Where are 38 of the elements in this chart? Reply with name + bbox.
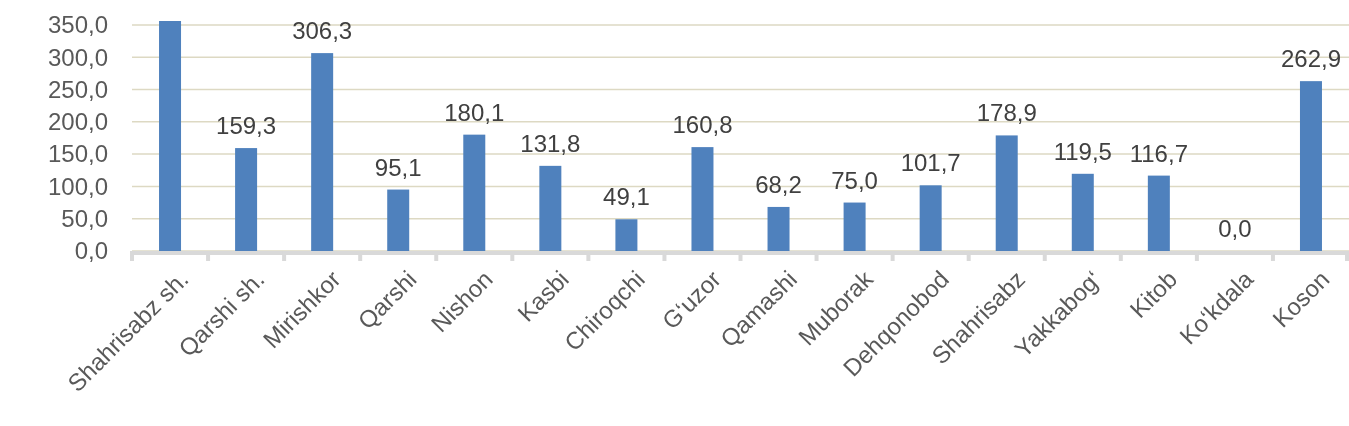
data-label: 306,3 [292, 17, 353, 45]
y-tick-label: 150,0 [47, 140, 108, 168]
data-label: 262,9 [1280, 45, 1341, 73]
bar [311, 53, 334, 251]
bar [995, 135, 1018, 251]
data-label: 68,2 [755, 170, 802, 198]
y-tick-label: 50,0 [61, 205, 108, 233]
data-label: 160,8 [672, 111, 733, 139]
bar [235, 148, 258, 251]
bar [1299, 81, 1322, 251]
bar [691, 147, 714, 251]
bar [1147, 175, 1170, 251]
data-label: 0,0 [1218, 215, 1252, 242]
bar [843, 202, 866, 251]
data-label: 75,0 [831, 166, 878, 194]
bar [463, 134, 486, 251]
data-label: 131,8 [520, 129, 581, 157]
y-tick-label: 0,0 [74, 237, 108, 265]
y-tick-label: 350,0 [47, 11, 108, 39]
bar [539, 165, 562, 251]
y-tick-label: 200,0 [47, 108, 108, 136]
bar [615, 219, 638, 251]
data-label: 101,7 [900, 149, 961, 177]
data-label: 95,1 [374, 153, 422, 181]
bar [767, 206, 790, 251]
data-label: 119,5 [1053, 137, 1112, 165]
y-tick-label: 300,0 [47, 43, 108, 71]
y-tick-label: 100,0 [47, 172, 108, 200]
bar [1071, 173, 1094, 251]
data-label: 159,3 [216, 112, 277, 140]
bar [387, 189, 410, 251]
bar [159, 21, 182, 251]
data-label: 178,9 [976, 99, 1037, 127]
y-tick-label: 250,0 [47, 75, 108, 103]
bar [919, 185, 942, 251]
data-label: 180,1 [444, 98, 505, 126]
data-label: 49,1 [603, 183, 650, 211]
data-label: 116,7 [1129, 139, 1188, 167]
